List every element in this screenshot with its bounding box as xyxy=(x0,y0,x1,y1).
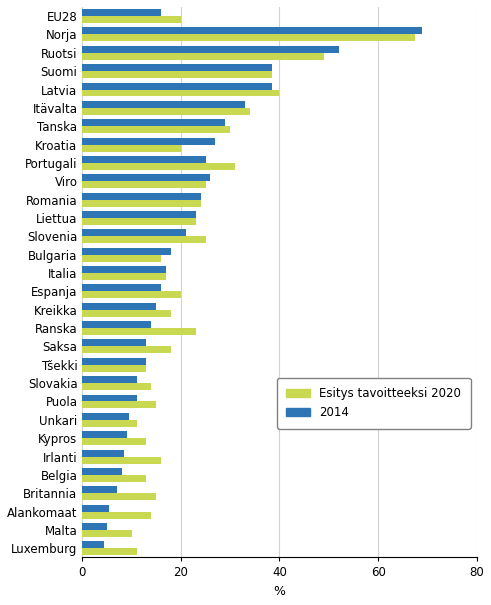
Bar xyxy=(82,255,161,261)
Bar xyxy=(82,383,151,390)
Bar xyxy=(82,339,146,347)
Bar xyxy=(82,46,339,53)
Bar xyxy=(82,347,171,353)
Bar xyxy=(82,302,156,310)
Bar xyxy=(82,493,156,500)
Bar xyxy=(82,468,122,475)
Bar xyxy=(82,82,272,90)
Bar xyxy=(82,53,324,60)
Bar xyxy=(82,126,230,133)
Bar xyxy=(82,438,146,445)
X-axis label: %: % xyxy=(273,585,285,598)
Bar xyxy=(82,71,272,78)
Bar xyxy=(82,530,132,537)
Bar xyxy=(82,541,105,548)
Bar xyxy=(82,431,127,438)
Bar xyxy=(82,402,156,408)
Bar xyxy=(82,486,117,493)
Bar xyxy=(82,284,161,292)
Bar xyxy=(82,108,250,115)
Bar xyxy=(82,247,171,255)
Legend: Esitys tavoitteeksi 2020, 2014: Esitys tavoitteeksi 2020, 2014 xyxy=(277,378,471,429)
Bar xyxy=(82,450,124,457)
Bar xyxy=(82,310,171,316)
Bar xyxy=(82,358,146,365)
Bar xyxy=(82,211,196,218)
Bar xyxy=(82,119,225,126)
Bar xyxy=(82,376,136,383)
Bar xyxy=(82,174,211,182)
Bar xyxy=(82,505,109,512)
Bar xyxy=(82,145,181,151)
Bar xyxy=(82,101,245,108)
Bar xyxy=(82,192,201,200)
Bar xyxy=(82,27,422,34)
Bar xyxy=(82,548,136,555)
Bar xyxy=(82,475,146,482)
Bar xyxy=(82,523,107,530)
Bar xyxy=(82,200,201,206)
Bar xyxy=(82,34,415,42)
Bar xyxy=(82,229,186,237)
Bar xyxy=(82,218,196,225)
Bar xyxy=(82,156,206,163)
Bar xyxy=(82,328,196,335)
Bar xyxy=(82,9,161,16)
Bar xyxy=(82,64,272,71)
Bar xyxy=(82,237,206,243)
Bar xyxy=(82,90,279,96)
Bar xyxy=(82,292,181,298)
Bar xyxy=(82,394,136,402)
Bar xyxy=(82,266,166,273)
Bar xyxy=(82,413,129,420)
Bar xyxy=(82,321,151,328)
Bar xyxy=(82,273,166,280)
Bar xyxy=(82,137,216,145)
Bar xyxy=(82,457,161,463)
Bar xyxy=(82,16,181,23)
Bar xyxy=(82,365,146,371)
Bar xyxy=(82,182,206,188)
Bar xyxy=(82,512,151,518)
Bar xyxy=(82,420,136,427)
Bar xyxy=(82,163,235,170)
